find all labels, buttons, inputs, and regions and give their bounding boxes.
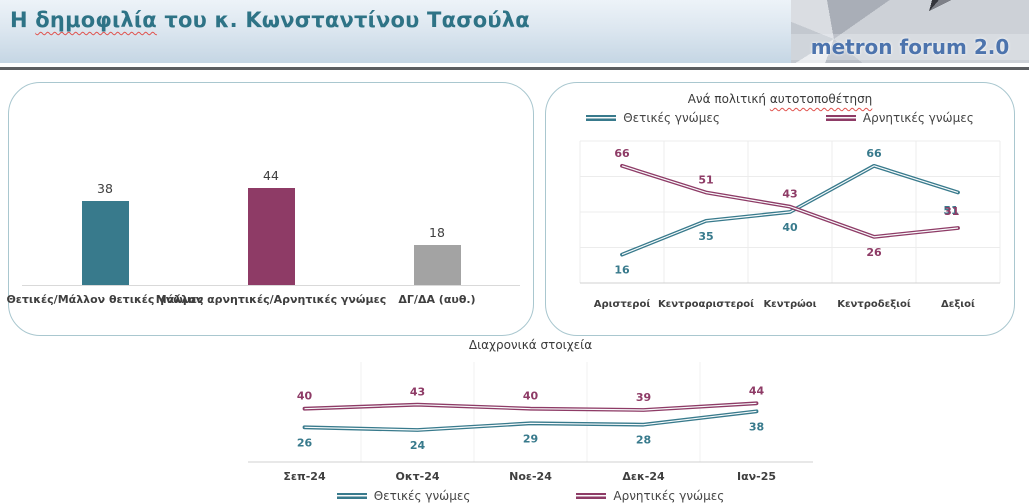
political-chart-title-prefix: Ανά πολιτική	[687, 92, 770, 106]
page-title-prefix: Η	[10, 8, 36, 32]
bar	[247, 188, 295, 285]
point-label: 26	[866, 246, 882, 259]
legend-item-negative: Αρνητικές γνώμες	[576, 489, 724, 503]
over-time-plot: 26 24 29 28 38 40 43 40 39 44 Σεπ-24 Οκτ-24 Νοε-24 Δε…	[248, 362, 813, 483]
x-category-label: Κεντρώοι	[763, 298, 816, 310]
timeline-chart-title: Διαχρονικά στοιχεία	[468, 338, 593, 352]
series-line	[620, 163, 960, 257]
point-label: 40	[782, 221, 798, 234]
political-line-chart: 16 35 40 66 66 51 43 26 51 31 Αριστεροί Κεντροαριστ…	[552, 133, 1008, 318]
timeline-legend: Θετικές γνώμες Αρνητικές γνώμες	[248, 489, 813, 503]
political-position-panel: Ανά πολιτική αυτοτοποθέτηση Θετικές γνώμ…	[545, 82, 1015, 336]
legend-label-positive: Θετικές γνώμες	[623, 111, 720, 125]
bar-category-label: Μάλλον αρνητικές/Αρνητικές γνώμες	[155, 293, 387, 306]
negative-line-swatch	[825, 115, 856, 121]
x-category-label: Δεξιοί	[941, 298, 975, 310]
point-label: 44	[749, 384, 765, 397]
point-label: 43	[782, 188, 797, 201]
header-divider	[0, 67, 1029, 70]
point-label: 16	[614, 264, 630, 277]
logo-text-band	[791, 34, 1029, 60]
x-category-label: Αριστεροί	[594, 298, 651, 310]
page-title-suffix: του κ. Κωνσταντίνου Τασούλα	[156, 8, 530, 32]
legend-item-positive: Θετικές γνώμες	[586, 111, 720, 125]
point-label: 40	[297, 390, 313, 403]
legend-label-positive: Θετικές γνώμες	[373, 489, 471, 503]
point-label: 38	[749, 420, 764, 433]
bar-value-label: 18	[429, 225, 445, 240]
bar-chart-axis	[22, 285, 520, 286]
timeline-section: Διαχρονικά στοιχεία 26 24 29 28 38 40 43 40 39 44…	[248, 336, 813, 503]
point-label: 66	[614, 147, 630, 160]
point-label: 39	[636, 391, 651, 404]
x-category-label: Νοε-24	[509, 470, 552, 483]
x-category-label: Ιαν-25	[737, 470, 776, 483]
series-line	[302, 409, 759, 432]
logo-text: metron forum 2.0	[810, 35, 1010, 59]
page-title: Η δημοφιλία του κ. Κωνσταντίνου Τασούλα	[10, 8, 530, 32]
series-line-core	[304, 410, 757, 431]
bar	[81, 201, 129, 285]
timeline-line-chart: 26 24 29 28 38 40 43 40 39 44 Σεπ-24 Οκτ-24 Νοε-24 Δε…	[248, 360, 813, 485]
metron-forum-logo: metron forum 2.0	[791, 0, 1029, 63]
page-title-underlined-word: δημοφιλία	[35, 8, 157, 32]
logo-mosaic-image	[791, 0, 1029, 63]
bar-value-label: 38	[97, 181, 113, 196]
bar-category-label: ΔΓ/ΔΑ (αυθ.)	[398, 293, 476, 306]
series-line-core	[304, 402, 757, 411]
series-line-core	[621, 165, 959, 256]
point-label: 35	[698, 230, 713, 243]
merged-point-label: 51	[943, 204, 958, 217]
overall-opinion-panel: 38 Θετικές/Μάλλον θετικές γνώμες 44 Μάλλον …	[6, 82, 534, 336]
point-label: 26	[297, 436, 313, 449]
legend-item-positive: Θετικές γνώμες	[336, 489, 471, 503]
x-category-label: Σεπ-24	[283, 470, 326, 483]
legend-label-negative: Αρνητικές γνώμες	[613, 489, 725, 503]
political-chart-title: Ανά πολιτική αυτοτοποθέτηση	[546, 92, 1014, 106]
series-line-core	[621, 165, 959, 238]
positive-line-swatch	[586, 115, 617, 121]
bar-category-label: Θετικές/Μάλλον θετικές γνώμες	[6, 293, 204, 306]
x-category-label: Οκτ-24	[395, 470, 439, 483]
header: Η δημοφιλία του κ. Κωνσταντίνου Τασούλα …	[0, 0, 1029, 63]
point-label: 24	[410, 439, 426, 452]
point-label: 28	[636, 434, 651, 447]
overall-bar-chart: 38 Θετικές/Μάλλον θετικές γνώμες 44 Μάλλον …	[6, 97, 520, 323]
point-label: 29	[523, 432, 538, 445]
legend-label-negative: Αρνητικές γνώμες	[862, 111, 974, 125]
bar	[413, 245, 461, 285]
x-category-label: Κεντροδεξιοί	[837, 298, 911, 310]
point-label: 51	[698, 173, 713, 186]
x-category-label: Κεντροαριστεροί	[658, 298, 754, 310]
political-chart-title-underlined-word: αυτοτοποθέτηση	[769, 92, 873, 106]
point-label: 43	[410, 386, 425, 399]
merged-point-label: 31	[944, 205, 959, 218]
positive-line-swatch	[336, 493, 367, 499]
political-chart-legend: Θετικές γνώμες Αρνητικές γνώμες	[546, 111, 1014, 125]
x-category-label: Δεκ-24	[622, 470, 665, 483]
legend-item-negative: Αρνητικές γνώμες	[825, 111, 974, 125]
point-label: 40	[523, 390, 539, 403]
negative-line-swatch	[576, 493, 607, 499]
bar-value-label: 44	[263, 168, 279, 183]
point-label: 66	[866, 147, 882, 160]
